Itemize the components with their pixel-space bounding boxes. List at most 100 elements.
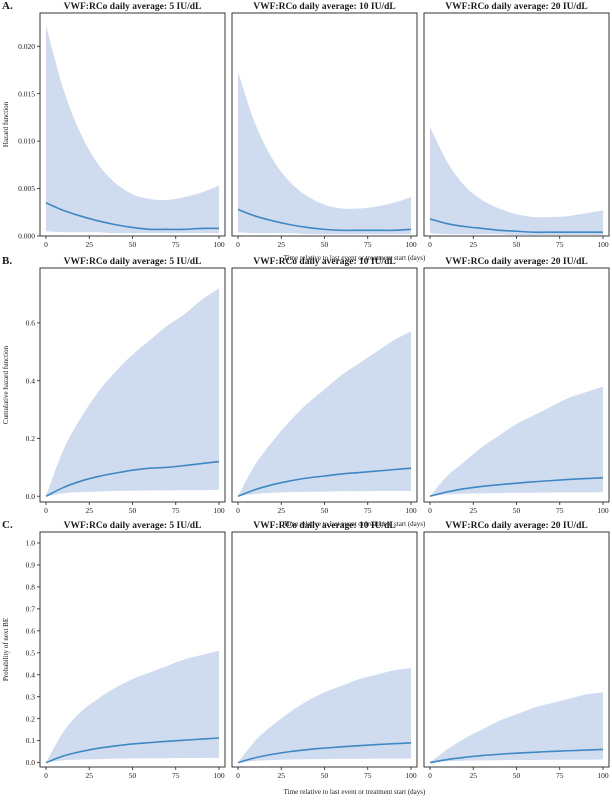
estimate-line — [45, 737, 220, 764]
x-tick-label: 0 — [428, 240, 432, 249]
x-tick-label: 75 — [364, 240, 372, 249]
y-tick-label: 0.2 — [26, 434, 36, 443]
x-tick-label: 50 — [321, 240, 329, 249]
panel-title: VWF:RCo daily average: 20 IU/dL — [445, 257, 588, 267]
x-tick-label: 75 — [172, 506, 180, 515]
x-tick-label: 25 — [86, 240, 94, 249]
panel-title: VWF:RCo daily average: 20 IU/dL — [445, 521, 588, 531]
x-tick-label: 75 — [364, 771, 372, 780]
y-axis-label: Cumulative hazard function — [2, 345, 10, 424]
x-tick-label: 75 — [364, 506, 372, 515]
panel-title: VWF:RCo daily average: 10 IU/dL — [253, 2, 396, 12]
panel-title: VWF:RCo daily average: 10 IU/dL — [253, 521, 396, 531]
x-tick-label: 50 — [513, 771, 521, 780]
x-axis-label: Time relative to last event or treatment… — [284, 520, 426, 528]
x-tick-label: 50 — [513, 506, 521, 515]
confidence-band — [430, 692, 603, 763]
x-tick-label: 0 — [44, 771, 48, 780]
y-tick-label: 0.2 — [26, 714, 36, 723]
panel: VWF:RCo daily average: 20 IU/dL 0 25 50 75 10… — [423, 2, 610, 249]
panel-title: VWF:RCo daily average: 5 IU/dL — [64, 257, 202, 267]
x-tick-label: 100 — [405, 506, 417, 515]
x-tick-label: 100 — [213, 771, 225, 780]
x-tick-label: 0 — [236, 506, 240, 515]
panel: VWF:RCo daily average: 5 IU/dL 0 25 50 75 100… — [26, 257, 226, 515]
x-tick-label: 75 — [556, 506, 564, 515]
y-tick-label: 0.8 — [26, 583, 36, 592]
x-tick-label: 25 — [278, 506, 286, 515]
confidence-band — [46, 288, 219, 497]
estimate-line — [237, 467, 412, 497]
y-tick-label: 0.010 — [18, 137, 35, 146]
x-tick-label: 100 — [405, 771, 417, 780]
x-tick-label: 100 — [405, 240, 417, 249]
x-tick-label: 50 — [129, 506, 137, 515]
chart-row-b: B. Cumulative hazard function Time relativ… — [2, 255, 610, 528]
estimate-line — [45, 202, 220, 231]
x-tick-label: 25 — [278, 240, 286, 249]
x-tick-label: 100 — [597, 506, 609, 515]
y-tick-label: 0.3 — [26, 692, 36, 701]
x-tick-label: 0 — [428, 771, 432, 780]
x-tick-label: 25 — [86, 506, 94, 515]
confidence-band — [430, 386, 603, 497]
confidence-band — [46, 650, 219, 763]
panel: VWF:RCo daily average: 5 IU/dL 0 25 50 75 100… — [18, 2, 226, 249]
estimate-line — [429, 476, 604, 497]
y-tick-label: 0.7 — [26, 604, 36, 613]
x-tick-label: 50 — [129, 240, 137, 249]
row-label: B. — [2, 255, 12, 267]
x-tick-label: 25 — [470, 506, 478, 515]
x-tick-label: 100 — [597, 771, 609, 780]
x-tick-label: 100 — [597, 240, 609, 249]
y-tick-label: 0.020 — [18, 42, 35, 51]
x-tick-label: 0 — [44, 506, 48, 515]
estimate-line — [237, 742, 412, 764]
confidence-band — [46, 25, 219, 234]
x-axis-label: Time relative to last event or treatment… — [284, 254, 426, 262]
panel-title: VWF:RCo daily average: 10 IU/dL — [253, 257, 396, 267]
confidence-band — [430, 126, 603, 236]
row-label: C. — [2, 519, 13, 531]
panel-title: VWF:RCo daily average: 20 IU/dL — [445, 2, 588, 12]
panel: VWF:RCo daily average: 20 IU/dL 0 25 50 75 10… — [423, 257, 610, 515]
row-label: A. — [2, 0, 13, 12]
x-tick-label: 50 — [321, 506, 329, 515]
panel: VWF:RCo daily average: 5 IU/dL 0 25 50 75 100… — [26, 521, 226, 780]
chart-row-a: A. Hazard function Time relative to last e… — [2, 0, 610, 262]
y-tick-label: 0.9 — [26, 561, 36, 570]
y-tick-label: 0.4 — [26, 670, 36, 679]
y-tick-label: 0.6 — [26, 318, 36, 327]
x-tick-label: 50 — [513, 240, 521, 249]
y-axis-label: Probability of next BE — [2, 618, 10, 681]
y-axis-label: Hazard function — [2, 101, 10, 147]
y-tick-label: 0.005 — [18, 184, 35, 193]
y-tick-label: 0.015 — [18, 89, 35, 98]
x-tick-label: 75 — [556, 771, 564, 780]
x-tick-label: 0 — [44, 240, 48, 249]
x-tick-label: 25 — [470, 240, 478, 249]
x-tick-label: 50 — [129, 771, 137, 780]
x-tick-label: 100 — [213, 506, 225, 515]
confidence-band — [238, 71, 411, 235]
y-tick-label: 0.4 — [26, 376, 36, 385]
y-tick-label: 0.0 — [26, 758, 36, 767]
x-tick-label: 0 — [236, 771, 240, 780]
x-tick-label: 75 — [172, 240, 180, 249]
confidence-band — [238, 668, 411, 763]
estimate-line — [237, 208, 412, 232]
panel: VWF:RCo daily average: 10 IU/dL 0 25 50 75 10… — [231, 2, 418, 249]
x-tick-label: 25 — [278, 771, 286, 780]
x-tick-label: 0 — [428, 506, 432, 515]
estimate-line — [429, 748, 604, 764]
y-tick-label: 0.5 — [26, 648, 36, 657]
x-tick-label: 50 — [321, 771, 329, 780]
estimate-line — [429, 218, 604, 234]
x-tick-label: 75 — [172, 771, 180, 780]
panel: VWF:RCo daily average: 20 IU/dL 0 25 50 75 10… — [423, 521, 610, 780]
x-tick-label: 25 — [86, 771, 94, 780]
panel-title: VWF:RCo daily average: 5 IU/dL — [64, 2, 202, 12]
x-tick-label: 0 — [236, 240, 240, 249]
y-tick-label: 1.0 — [26, 539, 36, 548]
